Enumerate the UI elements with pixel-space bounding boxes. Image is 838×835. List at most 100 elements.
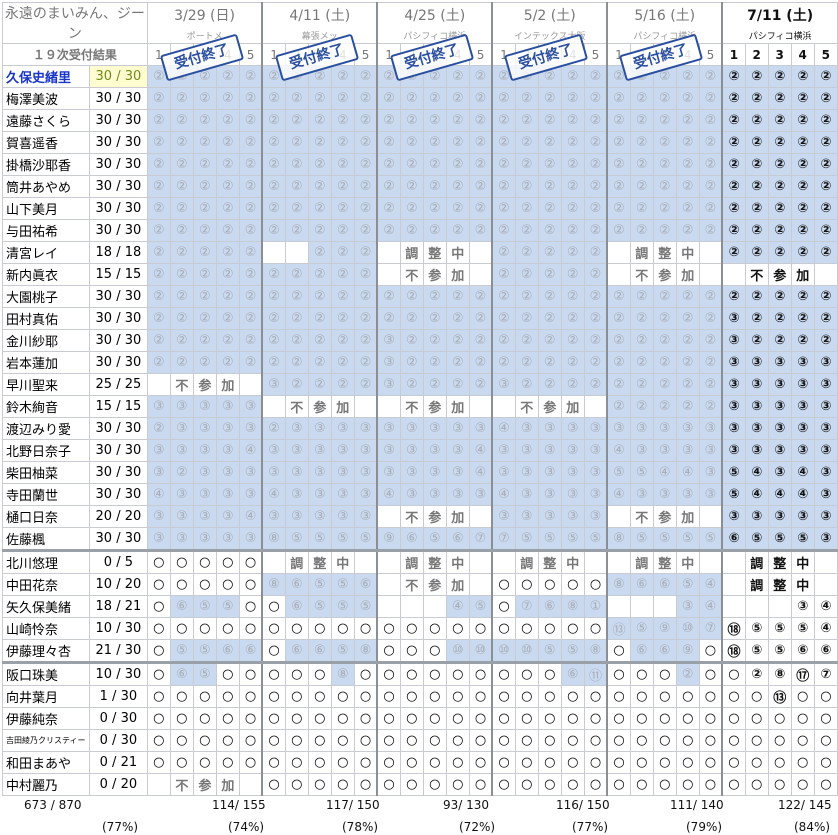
open-slot-cell: ○: [560, 617, 585, 640]
ticket-count-cell: ②: [422, 307, 447, 330]
ticket-count-cell: ②: [744, 661, 769, 686]
status-text-cell: 調: [399, 549, 424, 574]
ticket-count-cell: ③: [675, 417, 700, 440]
ticket-count-cell: ②: [422, 197, 447, 220]
ticket-count-cell: ②: [330, 307, 355, 330]
ticket-count-cell: ②: [583, 87, 609, 110]
part-label: 5: [698, 43, 724, 66]
ticket-count-cell: ③: [376, 329, 401, 352]
open-slot-cell: ○: [169, 685, 194, 708]
ticket-count-cell: ②: [353, 131, 379, 154]
status-text-cell: 不: [399, 395, 424, 418]
ticket-count-cell: ③: [376, 461, 401, 484]
event-total: 93/ 130: [443, 798, 490, 812]
ticket-count-cell: ⑤: [767, 527, 792, 551]
ticket-count-cell: ③: [744, 351, 769, 374]
open-slot-cell: ○: [652, 773, 677, 796]
ticket-count-cell: ③: [790, 417, 815, 440]
ticket-count-cell: ②: [353, 197, 379, 220]
open-slot-cell: ○: [652, 729, 677, 752]
open-slot-cell: ○: [744, 729, 769, 752]
ticket-count-cell: ⑤: [353, 527, 379, 551]
member-row: 向井葉月 1 / 30 ○ ○ ○ ○ ○ ○ ○ ○ ○ ○ ○ ○ ○ ○ ○ ○ ○ ○ ○ ○ ○ ○ ○ ○ ○ ○ ○ ⑬ ○ ○: [2, 685, 838, 708]
member-score: 30 / 30: [88, 461, 148, 484]
open-slot-cell: ○: [422, 773, 447, 796]
open-slot-cell: ○: [146, 617, 171, 640]
ticket-count-cell: ②: [491, 351, 516, 374]
open-slot-cell: ○: [146, 639, 171, 663]
ticket-count-cell: ②: [514, 109, 539, 132]
ticket-count-cell: ②: [537, 263, 562, 286]
ticket-count-cell: ②: [560, 219, 585, 242]
ticket-count-cell: ②: [813, 241, 838, 264]
ticket-count-cell: ③: [491, 439, 516, 462]
open-slot-cell: ○: [583, 751, 609, 774]
member-score: 30 / 30: [88, 527, 148, 551]
ticket-count-cell: ②: [813, 285, 838, 308]
ticket-count-cell: ②: [307, 219, 332, 242]
status-text-cell: 参: [652, 263, 677, 286]
member-name: 大園桃子: [2, 285, 90, 308]
ticket-count-cell: ②: [238, 65, 264, 88]
member-row: 阪口珠美 10 / 30 ○ ⑥ ⑤ ○ ○ ○ ○ ○ ⑧ ○ ○ ○ ○ ○ ○ ○ ○ ○ ⑥ ⑪ ○ ○ ○ ② ○ ○ ② ⑧ ⑰…: [2, 661, 838, 686]
open-slot-cell: ○: [146, 661, 171, 686]
empty-cell: [353, 549, 379, 574]
open-slot-cell: ○: [238, 707, 264, 730]
ticket-count-cell: ③: [652, 483, 677, 506]
ticket-count-cell: ②: [169, 263, 194, 286]
ticket-count-cell: ⑤: [192, 639, 217, 663]
open-slot-cell: ○: [491, 661, 516, 686]
open-slot-cell: ○: [192, 617, 217, 640]
ticket-count-cell: ②: [169, 109, 194, 132]
open-slot-cell: ○: [261, 773, 286, 796]
empty-cell: [261, 549, 286, 574]
ticket-count-cell: ②: [652, 373, 677, 396]
ticket-count-cell: ②: [215, 307, 240, 330]
ticket-count-cell: ②: [491, 219, 516, 242]
ticket-count-cell: ③: [813, 417, 838, 440]
ticket-count-cell: ②: [583, 329, 609, 352]
ticket-count-cell: ③: [583, 483, 609, 506]
open-slot-cell: ○: [491, 707, 516, 730]
ticket-count-cell: ②: [721, 87, 746, 110]
ticket-count-cell: ②: [560, 329, 585, 352]
ticket-count-cell: ②: [790, 219, 815, 242]
ticket-count-cell: ②: [146, 263, 171, 286]
ticket-count-cell: ④: [376, 483, 401, 506]
ticket-count-cell: ③: [698, 417, 724, 440]
event-total-pct: (84%): [794, 820, 831, 834]
ticket-count-cell: ③: [192, 505, 217, 528]
ticket-count-cell: ②: [537, 109, 562, 132]
ticket-count-cell: ②: [215, 131, 240, 154]
member-row: 伊藤理々杏 21 / 30 ○ ⑤ ⑤ ⑥ ⑥ ○ ⑥ ⑥ ⑤ ⑧ ○ ○ ○ ⑩ ⑩ ⑩ ⑩ ⑤ ⑤ ⑧ ○ ⑥ ⑥ ⑨ ○ ⑱ ⑤ ⑤…: [2, 639, 838, 663]
ticket-count-cell: ②: [583, 241, 609, 264]
ticket-count-cell: ②: [399, 87, 424, 110]
ticket-count-cell: ②: [330, 219, 355, 242]
ticket-count-cell: ②: [652, 153, 677, 176]
ticket-count-cell: ③: [192, 395, 217, 418]
ticket-count-cell: ⑧: [606, 573, 631, 596]
ticket-count-cell: ②: [284, 373, 309, 396]
member-score: 30 / 30: [88, 131, 148, 154]
open-slot-cell: ○: [353, 685, 379, 708]
ticket-count-cell: ⑤: [192, 595, 217, 618]
ticket-count-cell: ⑤: [767, 639, 792, 663]
open-slot-cell: ○: [514, 685, 539, 708]
ticket-count-cell: ⑤: [330, 639, 355, 663]
status-text-cell: 参: [422, 505, 447, 528]
open-slot-cell: ○: [146, 685, 171, 708]
member-row: 吉田綾乃クリスティー 0 / 30 ○ ○ ○ ○ ○ ○ ○ ○ ○ ○ ○ ○ ○ ○ ○ ○ ○ ○ ○ ○ ○ ○ ○ ○…: [2, 729, 838, 752]
ticket-count-cell: ②: [583, 307, 609, 330]
ticket-count-cell: ③: [790, 395, 815, 418]
status-text-cell: 参: [422, 263, 447, 286]
ticket-count-cell: ⑤: [583, 527, 609, 551]
status-text-cell: 参: [422, 395, 447, 418]
ticket-count-cell: ②: [445, 373, 470, 396]
open-slot-cell: ○: [376, 773, 401, 796]
ticket-count-cell: ②: [813, 175, 838, 198]
ticket-count-cell: ③: [813, 527, 838, 551]
ticket-count-cell: ②: [422, 219, 447, 242]
ticket-count-cell: ②: [261, 307, 286, 330]
ticket-count-cell: ⑤: [767, 617, 792, 640]
ticket-count-cell: ②: [560, 87, 585, 110]
